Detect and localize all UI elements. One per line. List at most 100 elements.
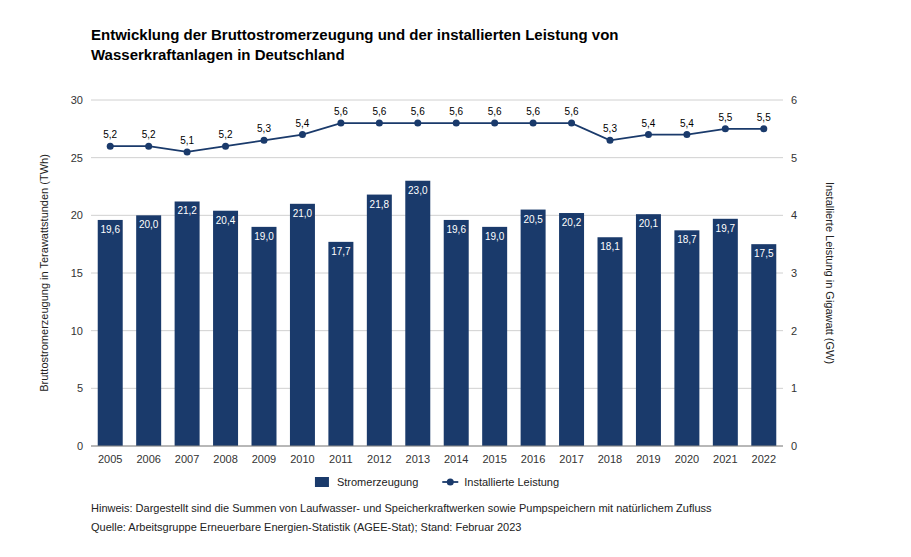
y2-tick-label: 6: [791, 94, 797, 106]
x-tick-label: 2005: [98, 453, 122, 465]
bar: [444, 220, 469, 446]
grid-line: [91, 446, 783, 447]
bar: [175, 201, 200, 446]
line-label: 5,2: [219, 129, 233, 140]
bar: [674, 230, 699, 446]
x-tick-label: 2021: [713, 453, 737, 465]
bar-label: 19,6: [446, 224, 466, 235]
y-axis-label: Bruttostromerzeugung in Terawattstunden …: [38, 154, 50, 392]
x-axis-line: [91, 446, 783, 447]
grid: [91, 100, 783, 446]
line-label: 5,5: [718, 112, 732, 123]
note: Quelle: Arbeitsgruppe Erneuerbare Energi…: [91, 521, 521, 533]
line-marker: [568, 120, 575, 127]
x-tick-label: 2013: [406, 453, 430, 465]
grid-line: [91, 100, 783, 101]
bar-label: 21,2: [177, 205, 197, 216]
line-label: 5,6: [488, 106, 502, 117]
y2-tick-label: 1: [791, 382, 797, 394]
y-tick-label: 0: [77, 440, 83, 452]
bar: [252, 227, 277, 446]
legend-item: Installierte Leistung: [442, 476, 559, 488]
line-label: 5,3: [257, 123, 271, 134]
y-tick-label: 15: [71, 267, 83, 279]
x-tick-label: 2022: [752, 453, 776, 465]
bar-label: 20,4: [216, 215, 236, 226]
line-marker: [107, 143, 114, 150]
note: Hinweis: Dargestellt sind die Summen von…: [91, 502, 712, 514]
y2-tick-label: 3: [791, 267, 797, 279]
x-tick-label: 2010: [290, 453, 314, 465]
line-marker: [145, 143, 152, 150]
data-labels: 19,620,021,220,419,021,017,721,823,019,6…: [100, 106, 773, 259]
y2-tick-label: 5: [791, 152, 797, 164]
line-marker: [607, 137, 614, 144]
legend-item: Stromerzeugung: [315, 476, 418, 488]
line-label: 5,6: [411, 106, 425, 117]
line-label: 5,6: [449, 106, 463, 117]
line-marker: [683, 131, 690, 138]
bar: [367, 195, 392, 446]
y-tick-label: 5: [77, 382, 83, 394]
line-label: 5,1: [180, 135, 194, 146]
y2-tick-label: 2: [791, 325, 797, 337]
x-tick-label: 2019: [636, 453, 660, 465]
line-marker: [222, 143, 229, 150]
line-label: 5,3: [603, 123, 617, 134]
subtitle: Wasserkraftanlagen in Deutschland: [91, 46, 345, 63]
bar: [290, 204, 315, 446]
line-label: 5,2: [103, 129, 117, 140]
line-label: 5,6: [565, 106, 579, 117]
bar: [136, 215, 161, 446]
line-label: 5,2: [142, 129, 156, 140]
y-tick-label: 20: [71, 209, 83, 221]
line-marker: [491, 120, 498, 127]
bar-label: 20,1: [639, 218, 659, 229]
line-marker: [414, 120, 421, 127]
x-tick-label: 2015: [482, 453, 506, 465]
y2-axis-label: Installierte Leistung in Gigawatt (GW): [824, 182, 836, 364]
x-tick-label: 2017: [559, 453, 583, 465]
x-tick-label: 2008: [213, 453, 237, 465]
legend-marker: [447, 479, 454, 486]
legend-label: Stromerzeugung: [337, 476, 418, 488]
line: [110, 123, 764, 152]
bar: [751, 244, 776, 446]
line-label: 5,6: [334, 106, 348, 117]
bar-label: 19,7: [716, 223, 736, 234]
bar-label: 19,0: [485, 231, 505, 242]
y2-tick-label: 0: [791, 440, 797, 452]
bar-label: 21,8: [370, 199, 390, 210]
title: Entwicklung der Bruttostromerzeugung und…: [91, 26, 619, 43]
bar-label: 20,2: [562, 217, 582, 228]
line-marker: [453, 120, 460, 127]
grid-line: [91, 157, 783, 158]
bar-label: 20,5: [523, 214, 543, 225]
line-label: 5,5: [757, 112, 771, 123]
bar: [636, 214, 661, 446]
line-label: 5,4: [641, 118, 655, 129]
legend-label: Installierte Leistung: [464, 476, 559, 488]
x-tick-label: 2009: [252, 453, 276, 465]
line-label: 5,6: [526, 106, 540, 117]
bar-label: 17,5: [754, 248, 774, 259]
line-marker: [760, 125, 767, 132]
line-marker: [299, 131, 306, 138]
chart: Entwicklung der Bruttostromerzeugung und…: [0, 0, 911, 557]
bar: [405, 181, 430, 446]
bar: [713, 219, 738, 446]
x-tick-label: 2016: [521, 453, 545, 465]
legend: Stromerzeugung Installierte Leistung: [315, 476, 559, 488]
line-label: 5,4: [295, 118, 309, 129]
plot-area: [98, 120, 777, 446]
x-tick-label: 2007: [175, 453, 199, 465]
y-tick-label: 10: [71, 325, 83, 337]
line-marker: [530, 120, 537, 127]
x-tick-label: 2012: [367, 453, 391, 465]
bar-label: 19,0: [254, 231, 274, 242]
bar: [98, 220, 123, 446]
line-marker: [337, 120, 344, 127]
bar-label: 18,7: [677, 234, 697, 245]
line-marker: [722, 125, 729, 132]
line-marker: [376, 120, 383, 127]
